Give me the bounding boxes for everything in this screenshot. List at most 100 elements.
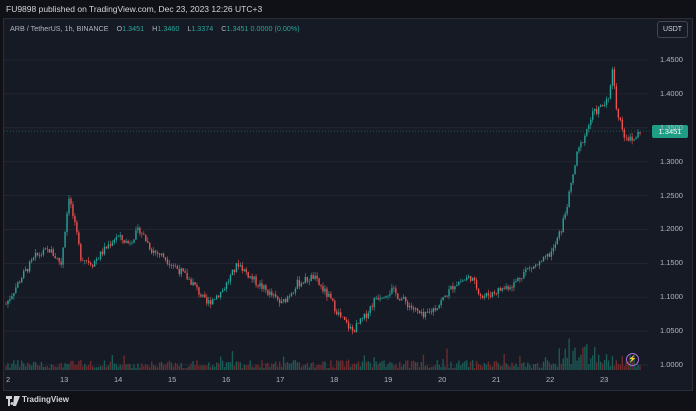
candle-body [78,232,80,245]
time-tick-label: 18 [330,375,339,384]
lightning-icon[interactable]: ⚡ [626,353,639,366]
volume-bar [320,365,322,370]
volume-bar [190,363,192,370]
candle-body [38,255,41,256]
volume-bar [5,366,7,370]
candle-body [564,213,566,219]
volume-bar [86,366,88,370]
volume-bar [34,362,37,370]
volume-bar [428,367,431,370]
volume-bar [217,363,220,370]
volume-bar [519,355,521,370]
volume-bar [562,358,564,370]
volume-bar [548,362,551,370]
volume-bar [192,360,194,370]
symbol-legend: ARB / TetherUS, 1h, BINANCE O1.3451 H1.3… [10,24,300,33]
volume-bar [517,366,519,370]
volume-bar [586,344,588,370]
volume-bar [432,366,434,370]
candle-body [225,282,228,290]
candle-body [536,264,539,266]
candle-body [499,288,501,291]
last-price-tag: 1.3451 [652,125,688,139]
volume-bar [318,364,320,370]
candle-body [607,98,610,99]
volume-bar [208,362,210,370]
volume-bar [302,365,304,370]
volume-bar [489,364,492,370]
volume-bar [487,361,490,370]
volume-bar [210,367,212,370]
candle-body [458,282,460,286]
volume-bar [566,357,568,370]
candle-body [570,182,572,192]
candle-body [310,275,312,282]
volume-bar [383,360,385,370]
volume-bar [292,360,295,370]
candle-body [493,292,495,294]
volume-bar [42,366,45,370]
volume-bar [542,361,545,370]
candle-body [101,251,104,255]
volume-bar [64,363,66,370]
volume-bar [245,365,247,370]
candle-body [88,260,90,263]
symbol-label: ARB / TetherUS, 1h, BINANCE [10,24,109,33]
candle-body [15,287,17,294]
candle-body [277,296,279,300]
candle-body [11,295,13,299]
volume-bar [284,363,287,370]
candle-body [221,290,224,293]
candle-body [97,258,100,260]
volume-bar [212,365,214,370]
volume-bar [176,363,178,370]
candle-body [86,260,88,261]
candle-body [74,215,76,223]
candle-body [76,222,78,233]
candle-body [405,297,407,302]
candle-body [32,257,35,260]
volume-bar [88,364,90,370]
volume-bar [438,364,440,370]
candle-body [448,289,450,297]
candle-body [261,283,263,289]
volume-bar [304,364,306,370]
volume-bar [609,366,612,370]
candle-body [412,308,415,310]
volume-bar [403,364,405,370]
volume-bar [422,354,425,370]
candle-body [182,268,184,272]
footer: TradingView [0,392,696,411]
volume-bar [129,364,131,370]
candle-body [239,265,241,267]
volume-bar [74,364,76,370]
candle-body [389,293,391,296]
candle-body [381,298,383,299]
candle-body [210,300,212,305]
volume-bar [107,365,110,370]
candle-body [267,289,269,295]
candle-body [611,69,614,86]
volume-bar [84,363,86,370]
chart-pane[interactable] [3,18,693,391]
currency-button[interactable]: USDT [657,21,688,38]
candle-body [286,296,289,303]
candle-body [525,269,527,273]
candle-body [428,311,431,313]
candle-body [511,287,513,288]
candle-body [355,323,358,333]
volume-bar [278,361,281,370]
candle-body [442,297,444,301]
volume-bar [332,366,334,370]
volume-bar [158,362,161,370]
volume-bar [78,360,80,370]
candle-body [229,275,232,282]
volume-bar [446,348,448,370]
candle-body [40,254,43,256]
volume-bar [17,360,19,370]
candle-body [253,276,255,280]
candle-body [91,264,94,267]
candle-body [397,293,399,299]
volume-bar [149,367,151,370]
